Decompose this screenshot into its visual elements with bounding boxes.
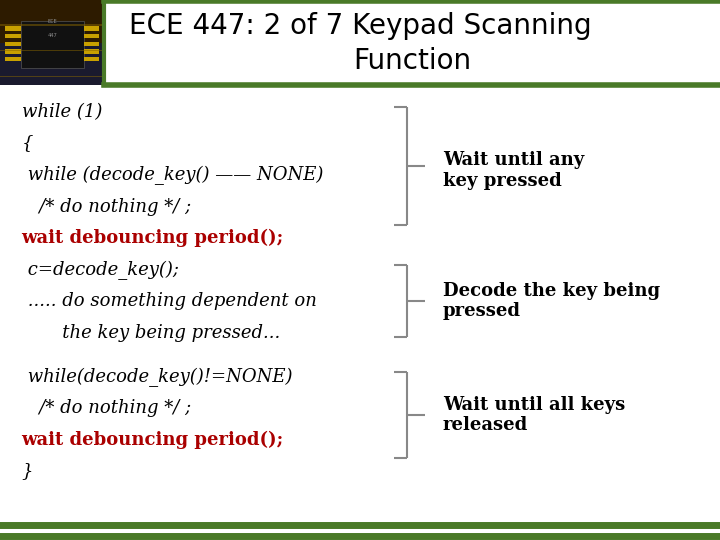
- Text: ECE: ECE: [48, 19, 57, 24]
- Bar: [5, 42, 21, 46]
- FancyBboxPatch shape: [0, 43, 104, 85]
- Point: [420, 298, 429, 305]
- FancyBboxPatch shape: [0, 0, 104, 43]
- Point: [402, 369, 411, 375]
- Point: [402, 221, 411, 228]
- Text: wait debouncing period();: wait debouncing period();: [22, 229, 284, 247]
- Point: [390, 262, 398, 268]
- Bar: [0, 24, 104, 25]
- Point: [402, 455, 411, 461]
- Point: [402, 334, 411, 340]
- Point: [402, 298, 411, 305]
- Point: [402, 455, 411, 461]
- Point: [402, 262, 411, 268]
- Text: Wait until any
key pressed: Wait until any key pressed: [443, 151, 584, 190]
- Text: /* do nothing */ ;: /* do nothing */ ;: [22, 399, 191, 417]
- Text: wait debouncing period();: wait debouncing period();: [22, 431, 284, 449]
- Text: ECE 447: 2 of 7 Keypad Scanning: ECE 447: 2 of 7 Keypad Scanning: [129, 11, 592, 39]
- Text: c=decode_key();: c=decode_key();: [22, 261, 179, 280]
- Bar: [84, 50, 99, 54]
- Text: Decode the key being
pressed: Decode the key being pressed: [443, 282, 660, 320]
- Point: [402, 163, 411, 169]
- Point: [390, 455, 398, 461]
- Point: [420, 412, 429, 418]
- Bar: [0, 76, 104, 77]
- Point: [420, 163, 429, 169]
- Bar: [84, 34, 99, 38]
- Text: /* do nothing */ ;: /* do nothing */ ;: [22, 198, 191, 215]
- FancyBboxPatch shape: [0, 0, 104, 85]
- Text: {: {: [22, 134, 33, 152]
- FancyBboxPatch shape: [21, 22, 84, 68]
- Point: [402, 412, 411, 418]
- Text: while(decode_key()!=NONE): while(decode_key()!=NONE): [22, 368, 292, 387]
- Bar: [5, 34, 21, 38]
- Bar: [84, 42, 99, 46]
- Point: [390, 369, 398, 375]
- Point: [402, 221, 411, 228]
- Point: [402, 262, 411, 268]
- Bar: [84, 26, 99, 31]
- Text: ..... do something dependent on: ..... do something dependent on: [22, 292, 317, 310]
- Text: while (1): while (1): [22, 103, 102, 121]
- Bar: [5, 57, 21, 62]
- Text: 447: 447: [48, 33, 57, 38]
- Point: [390, 221, 398, 228]
- Text: }: }: [22, 462, 33, 481]
- Bar: [0, 50, 104, 51]
- Point: [390, 334, 398, 340]
- Text: the key being pressed...: the key being pressed...: [22, 324, 280, 342]
- Point: [402, 104, 411, 111]
- Point: [402, 334, 411, 340]
- Point: [402, 104, 411, 111]
- Point: [390, 104, 398, 111]
- Text: while (decode_key() —— NONE): while (decode_key() —— NONE): [22, 166, 323, 185]
- Bar: [5, 50, 21, 54]
- Point: [402, 369, 411, 375]
- Text: Wait until all keys
released: Wait until all keys released: [443, 396, 625, 435]
- Text: Function: Function: [353, 48, 472, 76]
- Bar: [84, 57, 99, 62]
- Bar: [5, 26, 21, 31]
